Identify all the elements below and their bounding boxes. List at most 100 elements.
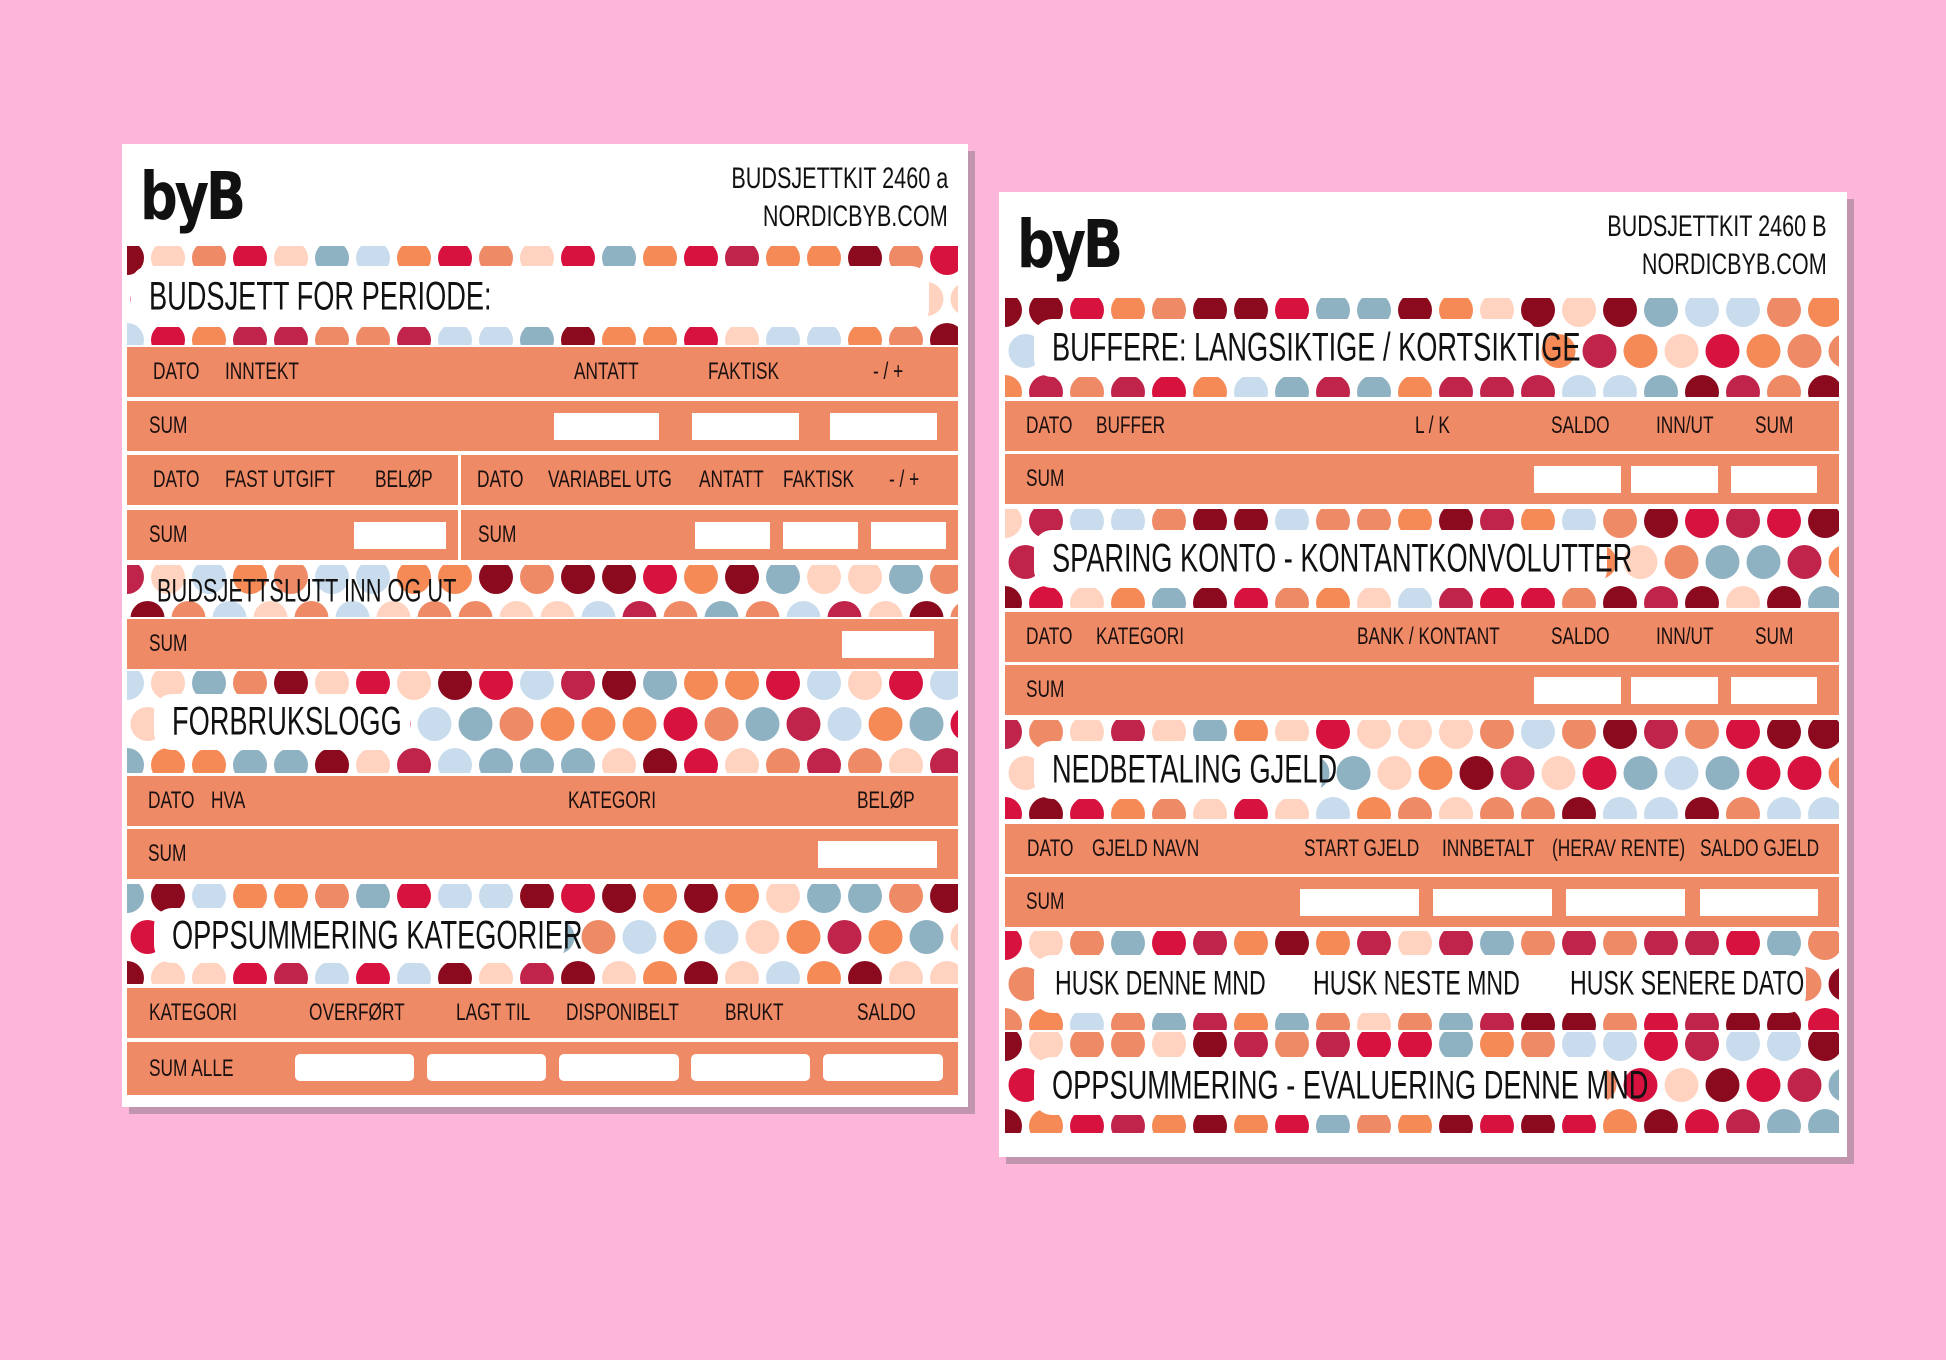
dot-strip: BUDSJETTSLUTT INN OG UT	[127, 565, 958, 617]
polka-dot	[622, 707, 657, 741]
polka-dot	[561, 671, 595, 700]
polka-dot	[786, 707, 821, 741]
polka-dot	[438, 565, 472, 594]
sum-field[interactable]	[1700, 889, 1818, 916]
col-label: FAST UTGIFT	[225, 466, 336, 493]
polka-dot	[1644, 586, 1678, 608]
polka-dot	[1418, 756, 1453, 790]
col-label: DATO	[1026, 412, 1073, 439]
polka-dot	[1316, 1032, 1350, 1061]
polka-dot	[643, 323, 677, 345]
polka-dot	[1005, 1109, 1022, 1133]
polka-dot	[1005, 931, 1022, 960]
polka-dot	[1767, 1032, 1801, 1061]
polka-dot	[1685, 797, 1719, 819]
savings-header-row: DATO KATEGORI BANK / KONTANT SALDO INN/U…	[1005, 612, 1839, 662]
polka-dot	[1603, 720, 1637, 749]
polka-dot	[1193, 375, 1227, 397]
sum-field[interactable]	[1631, 677, 1718, 704]
polka-dot	[1726, 1109, 1760, 1133]
polka-dot	[540, 707, 575, 741]
sum-field[interactable]	[354, 522, 446, 549]
polka-dot	[766, 748, 800, 773]
polka-dot	[1152, 1008, 1186, 1030]
polka-dot	[602, 884, 636, 913]
sum-field[interactable]	[1534, 466, 1621, 493]
polka-dot	[1603, 509, 1637, 538]
polka-dot	[397, 961, 431, 984]
polka-dot	[1767, 797, 1801, 819]
col-label: VARIABEL UTG	[548, 466, 672, 493]
polka-dot	[1582, 334, 1617, 368]
polka-dot	[704, 920, 739, 954]
polka-dot	[848, 323, 882, 345]
sum-field[interactable]	[871, 522, 946, 549]
sum-field[interactable]	[1631, 466, 1718, 493]
polka-dot	[1521, 720, 1555, 749]
sum-field[interactable]	[783, 522, 858, 549]
polka-dot	[294, 601, 329, 617]
polka-dot	[1357, 1008, 1391, 1030]
polka-dot	[417, 707, 452, 741]
polka-dot	[1767, 931, 1801, 960]
sum-field[interactable]	[842, 631, 934, 658]
expense-sum-row: SUM SUM	[127, 510, 958, 560]
col-label: FAKTISK	[708, 358, 780, 385]
polka-dot	[1029, 931, 1063, 960]
polka-dot	[1275, 797, 1309, 819]
polka-dot	[1767, 1008, 1801, 1030]
title-pill: BUFFERE: LANGSIKTIGE / KORTSIKTIGE	[1034, 319, 1580, 377]
polka-dot	[127, 565, 144, 594]
polka-dot	[438, 748, 472, 773]
sum-field[interactable]	[692, 413, 799, 440]
sum-field[interactable]	[427, 1054, 546, 1081]
sum-field[interactable]	[295, 1054, 414, 1081]
polka-dot	[848, 884, 882, 913]
polka-dot	[1562, 720, 1596, 749]
polka-dot	[745, 920, 780, 954]
polka-dot	[1685, 1109, 1719, 1133]
sum-field[interactable]	[823, 1054, 943, 1081]
polka-dot	[581, 601, 616, 617]
title-pill: NEDBETALING GJELD	[1034, 741, 1337, 799]
title-pill: SPARING KONTO - KONTANTKONVOLUTTER	[1034, 530, 1632, 588]
sum-field[interactable]	[1731, 677, 1817, 704]
debt-title: NEDBETALING GJELD	[1052, 747, 1338, 792]
buffer-sum-row: SUM	[1005, 454, 1839, 504]
sum-field[interactable]	[554, 413, 659, 440]
sum-field[interactable]	[1534, 677, 1621, 704]
sum-field[interactable]	[559, 1054, 679, 1081]
sum-field[interactable]	[1433, 889, 1552, 916]
polka-dot	[1111, 1032, 1145, 1061]
polka-dot	[1541, 334, 1576, 368]
polka-dot	[704, 707, 739, 741]
polka-dot	[356, 671, 390, 700]
sum-field[interactable]	[1566, 889, 1685, 916]
polka-dot	[1644, 509, 1678, 538]
polka-dot	[1685, 1008, 1719, 1030]
polka-dot	[1705, 1068, 1740, 1102]
polka-dot	[376, 601, 411, 617]
polka-dot	[1828, 757, 1839, 789]
polka-dot	[1787, 1068, 1822, 1102]
polka-dot	[1070, 797, 1104, 819]
polka-dot	[1746, 1068, 1781, 1102]
polka-dot	[684, 565, 718, 594]
polka-dot	[1070, 1109, 1104, 1133]
sum-field[interactable]	[818, 841, 937, 868]
kit-name: BUDSJETTKIT 2460 B	[1607, 210, 1827, 243]
polka-dot	[151, 323, 185, 345]
polka-dot	[1439, 931, 1473, 960]
polka-dot	[1275, 1008, 1309, 1030]
sum-field[interactable]	[695, 522, 770, 549]
sum-field[interactable]	[1731, 466, 1817, 493]
polka-dot	[684, 323, 718, 345]
sum-field[interactable]	[691, 1054, 810, 1081]
sum-field[interactable]	[1300, 889, 1419, 916]
polka-dot	[212, 601, 247, 617]
polka-dot	[684, 884, 718, 913]
polka-dot	[356, 884, 390, 913]
polka-dot	[643, 565, 677, 594]
sum-field[interactable]	[830, 413, 937, 440]
polka-dot	[1029, 375, 1063, 397]
